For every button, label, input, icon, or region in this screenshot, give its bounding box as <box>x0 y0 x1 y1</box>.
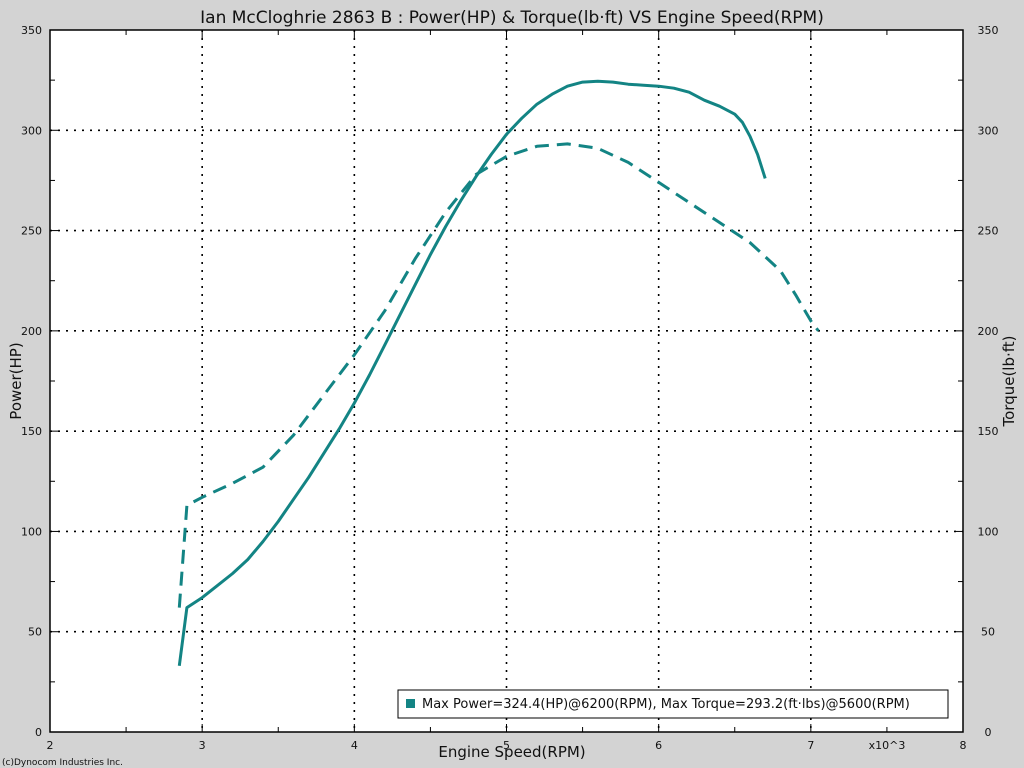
torque-curve <box>177 142 820 608</box>
x-tick-label: 2 <box>47 739 54 752</box>
y-tick-label-left: 50 <box>28 626 42 639</box>
chart-title: Ian McCloghrie 2863 B : Power(HP) & Torq… <box>200 8 824 28</box>
axis-ticks: 2 3 4 5 6 7 8 0 0 50 50 100 100 150 150 200 200 250 250 300… <box>21 24 999 752</box>
y-tick-label-left: 350 <box>21 24 42 37</box>
y-axis-label-right: Torque(lb·ft) <box>1000 335 1018 427</box>
y-tick-label-right: 100 <box>978 525 999 538</box>
y-tick-label-right: 300 <box>978 124 999 137</box>
x-tick-label: 8 <box>960 739 967 752</box>
y-tick-label-right: 350 <box>978 24 999 37</box>
x-tick-label: 3 <box>199 739 206 752</box>
legend-box <box>397 689 949 719</box>
x-axis-label: Engine Speed(RPM) <box>438 743 585 761</box>
data-series <box>177 79 820 666</box>
legend-swatch <box>406 699 415 708</box>
y-tick-label-left: 150 <box>21 425 42 438</box>
y-axis-label-left: Power(HP) <box>7 342 25 419</box>
x-tick-label: 5 <box>503 739 510 752</box>
y-tick-label-right: 150 <box>978 425 999 438</box>
legend: Max Power=324.4(HP)@6200(RPM), Max Torqu… <box>397 689 949 719</box>
x-tick-label: 6 <box>655 739 662 752</box>
y-tick-label-right: 200 <box>978 325 999 338</box>
power-curve <box>177 79 767 666</box>
legend-text: Max Power=324.4(HP)@6200(RPM), Max Torqu… <box>422 697 910 712</box>
y-tick-label-right: 0 <box>985 726 992 739</box>
grid-lines <box>50 30 963 732</box>
y-tick-label-right: 50 <box>981 626 995 639</box>
x-tick-label: 4 <box>351 739 358 752</box>
y-tick-label-left: 300 <box>21 124 42 137</box>
y-tick-label-right: 250 <box>978 225 999 238</box>
x-multiplier-label: x10^3 <box>869 739 906 752</box>
y-tick-label-left: 200 <box>21 325 42 338</box>
y-tick-label-left: 250 <box>21 225 42 238</box>
y-tick-label-left: 0 <box>35 726 42 739</box>
x-tick-label: 7 <box>807 739 814 752</box>
copyright-text: (c)Dynocom Industries Inc. <box>2 758 123 768</box>
y-tick-label-left: 100 <box>21 525 42 538</box>
